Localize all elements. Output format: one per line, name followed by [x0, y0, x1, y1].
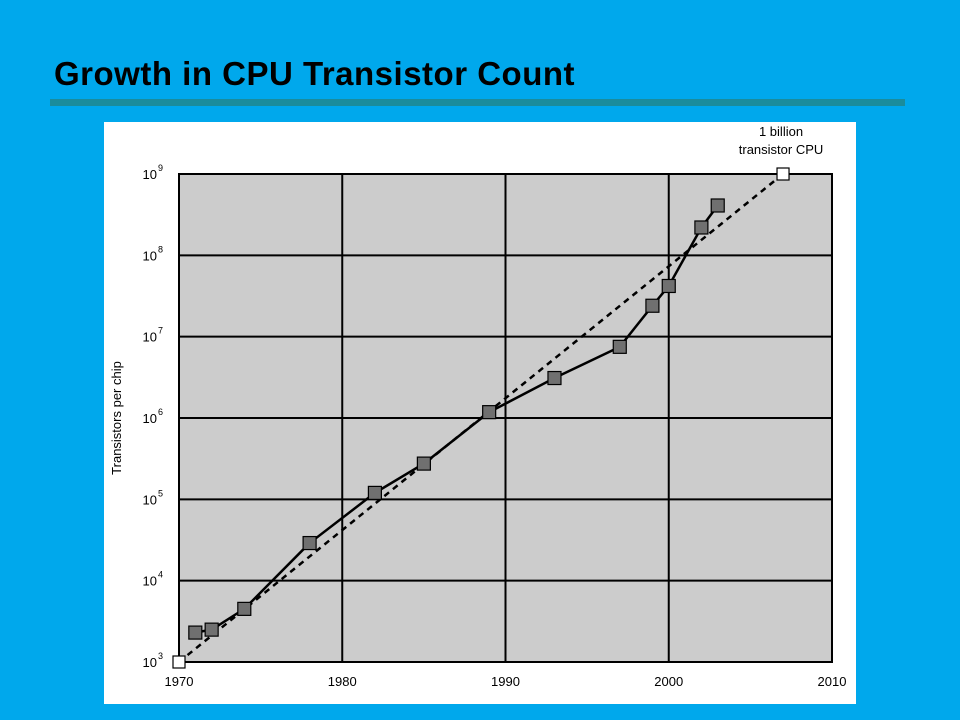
- y-tick-exponent: 3: [158, 651, 163, 661]
- data-point: [204, 622, 219, 637]
- trend-endpoint-marker: [776, 167, 790, 181]
- y-tick-exponent: 9: [158, 163, 163, 173]
- data-point: [237, 601, 252, 616]
- y-tick-label: 10: [143, 574, 157, 589]
- y-tick-label: 10: [143, 655, 157, 670]
- x-tick-label: 1980: [328, 674, 357, 689]
- y-tick-exponent: 7: [158, 326, 163, 336]
- y-tick-exponent: 8: [158, 244, 163, 254]
- annotation-text: transistor CPU: [739, 142, 824, 157]
- data-point: [661, 278, 676, 294]
- plot-border: [178, 173, 833, 663]
- y-tick-label: 10: [143, 411, 157, 426]
- data-point: [710, 198, 725, 213]
- y-tick-exponent: 6: [158, 407, 163, 417]
- data-point: [547, 370, 562, 386]
- data-point: [416, 456, 431, 471]
- data-point: [694, 220, 709, 235]
- x-tick-label: 2000: [654, 674, 683, 689]
- data-point: [612, 339, 627, 354]
- annotation-text: 1 billion: [759, 124, 803, 139]
- trend-endpoint-marker: [172, 655, 186, 669]
- data-point: [482, 405, 497, 420]
- y-tick-label: 10: [143, 248, 157, 263]
- title-underline: [50, 99, 905, 106]
- data-point: [645, 298, 660, 313]
- chart-panel: 1970 1980 1990 2000 2010 10 3 10 4 10 5 10 6 10 7 10 8 10…: [104, 122, 856, 704]
- x-tick-label: 1970: [165, 674, 194, 689]
- data-point: [188, 625, 203, 640]
- y-tick-exponent: 4: [158, 570, 163, 580]
- y-tick-label: 10: [143, 492, 157, 507]
- y-tick-label: 10: [143, 167, 157, 182]
- x-tick-label: 1990: [491, 674, 520, 689]
- x-tick-label: 2010: [818, 674, 847, 689]
- data-point: [302, 535, 317, 551]
- y-tick-label: 10: [143, 330, 157, 345]
- y-axis-label: Transistors per chip: [109, 361, 124, 475]
- data-point: [367, 485, 382, 500]
- slide-title: Growth in CPU Transistor Count: [54, 55, 576, 92]
- y-tick-exponent: 5: [158, 488, 163, 498]
